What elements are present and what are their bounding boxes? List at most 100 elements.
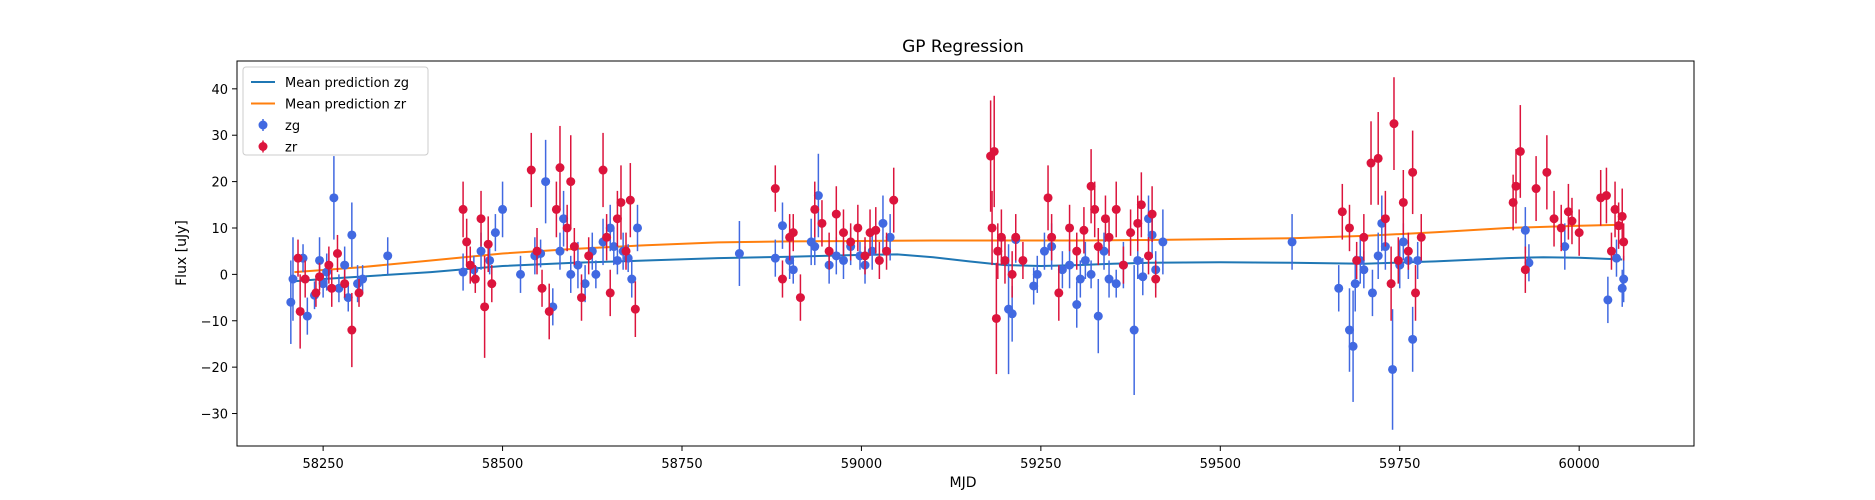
data-point-zr — [1047, 232, 1057, 242]
data-point-zr — [1090, 204, 1100, 214]
data-point-zr — [1344, 223, 1354, 233]
data-point-zg — [555, 246, 565, 256]
data-point-zr — [817, 218, 827, 228]
data-point-zg — [838, 255, 848, 265]
data-point-zr — [1079, 225, 1089, 235]
x-tick-label: 59500 — [1200, 457, 1241, 472]
data-point-zr — [569, 242, 579, 252]
data-point-zg — [777, 221, 787, 231]
data-point-zg — [458, 267, 468, 277]
data-point-zg — [1348, 341, 1358, 351]
data-point-zg — [1373, 251, 1383, 261]
data-point-zg — [1029, 281, 1039, 291]
data-point-zr — [1386, 279, 1396, 289]
data-point-zr — [810, 204, 820, 214]
data-point-zr — [1337, 207, 1347, 217]
data-point-zg — [788, 265, 798, 275]
data-point-zg — [1065, 260, 1075, 270]
y-tick-label: −30 — [201, 408, 228, 423]
data-point-zr — [1147, 209, 1157, 219]
plot-area — [286, 77, 1629, 430]
data-point-zg — [1072, 300, 1082, 310]
data-point-zg — [476, 246, 486, 256]
data-point-zr — [347, 325, 357, 335]
data-point-zg — [1560, 242, 1570, 252]
data-point-zg — [885, 232, 895, 242]
data-point-zr — [526, 165, 536, 175]
y-tick-label: 10 — [211, 222, 228, 237]
data-point-zg — [591, 269, 601, 279]
data-point-zg — [1093, 311, 1103, 321]
data-point-zr — [476, 214, 486, 224]
data-point-zg — [1344, 325, 1354, 335]
data-point-zr — [1007, 269, 1017, 279]
data-point-zr — [462, 237, 472, 247]
mean-line-zr — [294, 223, 1623, 274]
data-point-zr — [483, 239, 493, 249]
data-point-zr — [1136, 200, 1146, 210]
data-point-zg — [541, 177, 551, 187]
x-tick-label: 59000 — [841, 457, 882, 472]
data-point-zg — [1133, 255, 1143, 265]
data-point-zr — [1373, 153, 1383, 163]
data-point-zr — [882, 246, 892, 256]
data-point-zg — [1039, 246, 1049, 256]
data-point-zr — [625, 195, 635, 205]
y-tick-label: 0 — [220, 268, 228, 283]
data-point-zg — [1413, 255, 1423, 265]
data-point-zg — [559, 214, 569, 224]
data-point-zr — [584, 251, 594, 261]
data-point-zr — [860, 251, 870, 261]
data-point-zg — [1359, 265, 1369, 275]
y-tick-label: 30 — [211, 129, 228, 144]
data-point-zr — [846, 237, 856, 247]
data-point-zr — [1133, 218, 1143, 228]
data-point-zg — [627, 274, 637, 284]
data-point-zr — [853, 223, 863, 233]
data-point-zg — [1138, 272, 1148, 282]
data-point-zr — [1352, 255, 1362, 265]
x-tick-label: 59750 — [1379, 457, 1420, 472]
data-point-zg — [358, 274, 368, 284]
data-point-zr — [889, 195, 899, 205]
data-point-zr — [340, 279, 350, 289]
data-point-zr — [987, 223, 997, 233]
data-point-zr — [537, 283, 547, 293]
data-point-zr — [831, 209, 841, 219]
data-point-zr — [1619, 237, 1629, 247]
data-point-zr — [1556, 223, 1566, 233]
data-point-zr — [989, 146, 999, 156]
data-point-zr — [1563, 207, 1573, 217]
y-tick-label: −10 — [201, 315, 228, 330]
data-point-zr — [562, 223, 572, 233]
data-point-zg — [286, 297, 296, 307]
data-point-zg — [813, 191, 823, 201]
data-point-zr — [871, 225, 881, 235]
data-point-zr — [1104, 232, 1114, 242]
data-point-zg — [288, 274, 298, 284]
data-point-zr — [991, 313, 1001, 323]
data-point-zr — [1126, 228, 1136, 238]
data-point-zr — [1366, 158, 1376, 168]
data-point-zr — [621, 246, 631, 256]
data-point-zr — [1610, 204, 1620, 214]
legend-marker-swatch — [258, 142, 268, 151]
data-point-zr — [555, 163, 565, 173]
data-point-zr — [1359, 232, 1369, 242]
data-point-zr — [487, 279, 497, 289]
legend-label: Mean prediction zr — [285, 98, 407, 113]
data-point-zr — [1151, 274, 1161, 284]
data-point-zg — [302, 311, 312, 321]
data-point-zr — [612, 214, 622, 224]
data-point-zr — [354, 288, 364, 298]
data-point-zr — [1614, 221, 1624, 231]
data-point-zg — [315, 255, 325, 265]
data-point-zr — [577, 293, 587, 303]
data-point-zg — [1367, 288, 1377, 298]
data-point-zg — [1619, 274, 1629, 284]
data-point-zg — [1617, 283, 1627, 293]
data-point-zg — [347, 230, 357, 240]
data-point-zg — [1057, 265, 1067, 275]
legend-label: zr — [285, 141, 298, 156]
data-point-zr — [1617, 211, 1627, 221]
